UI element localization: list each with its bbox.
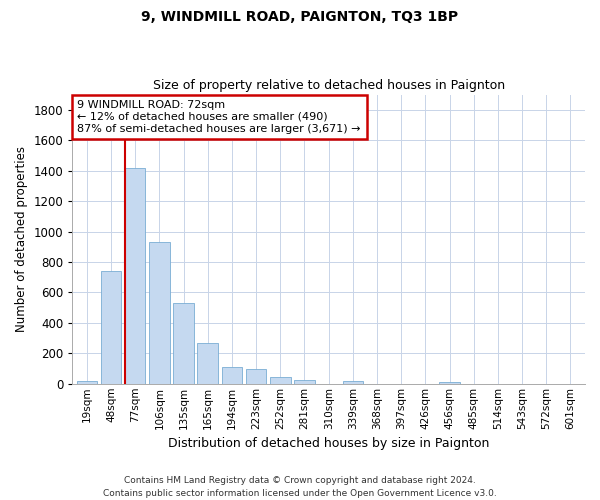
Text: 9, WINDMILL ROAD, PAIGNTON, TQ3 1BP: 9, WINDMILL ROAD, PAIGNTON, TQ3 1BP (142, 10, 458, 24)
Bar (101, 271, 121, 384)
X-axis label: Distribution of detached houses by size in Paignton: Distribution of detached houses by size … (168, 437, 490, 450)
Bar (294, 380, 315, 384)
Bar (270, 377, 290, 384)
Bar (149, 242, 170, 384)
Bar (125, 168, 145, 384)
Y-axis label: Number of detached properties: Number of detached properties (15, 146, 28, 332)
Bar (173, 303, 194, 384)
Bar (221, 368, 242, 384)
Bar (197, 342, 218, 384)
Bar (246, 369, 266, 384)
Bar (77, 380, 97, 384)
Text: Contains HM Land Registry data © Crown copyright and database right 2024.
Contai: Contains HM Land Registry data © Crown c… (103, 476, 497, 498)
Text: 9 WINDMILL ROAD: 72sqm
← 12% of detached houses are smaller (490)
87% of semi-de: 9 WINDMILL ROAD: 72sqm ← 12% of detached… (77, 100, 361, 134)
Bar (343, 380, 363, 384)
Title: Size of property relative to detached houses in Paignton: Size of property relative to detached ho… (152, 79, 505, 92)
Bar (439, 382, 460, 384)
